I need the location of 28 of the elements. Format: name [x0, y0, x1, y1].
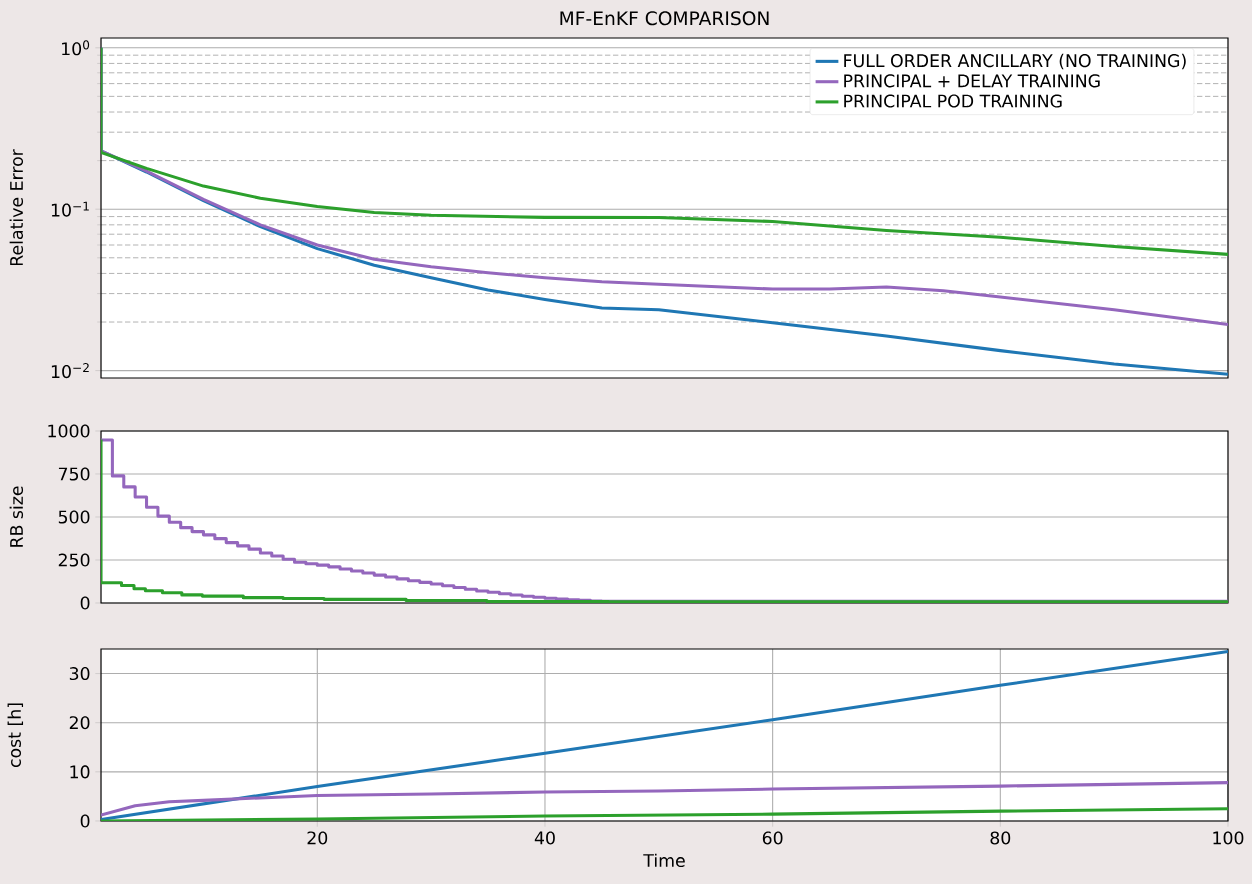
- legend-label: PRINCIPAL + DELAY TRAINING: [844, 74, 1100, 88]
- line-series: [101, 46, 1228, 256]
- y-tick-label: 500: [58, 510, 90, 524]
- y-tick-label: 0: [80, 596, 90, 610]
- y-tick-label: 0: [80, 814, 90, 828]
- line-series: [101, 807, 1228, 821]
- y-axis-title: RB size: [9, 486, 24, 547]
- legend-label: PRINCIPAL POD TRAINING: [844, 94, 1062, 108]
- x-tick-label: 40: [534, 831, 555, 845]
- y-tick-label: 250: [58, 553, 90, 567]
- line-series: [101, 649, 1228, 821]
- y-tick-label: 10$^{0}$: [62, 40, 90, 56]
- chart-title: MF-EnKF COMPARISON: [560, 11, 769, 26]
- legend-label: FULL ORDER ANCILLARY (NO TRAINING): [844, 53, 1186, 70]
- y-tick-label: 30: [69, 667, 90, 681]
- y-tick-label: 1000: [48, 424, 90, 438]
- y-tick-label: 10: [70, 765, 90, 779]
- x-axis-title: Time: [643, 853, 685, 868]
- x-tick-label: 60: [762, 831, 783, 845]
- y-axis-title: cost [h]: [7, 703, 24, 768]
- y-axis-title: Relative Error: [9, 149, 24, 266]
- x-tick-label: 100: [1213, 831, 1244, 845]
- y-tick-label: 10$^{−1}$: [51, 201, 89, 217]
- y-tick-label: 20: [69, 716, 90, 730]
- y-tick-label: 750: [58, 467, 90, 481]
- y-tick-label: 10$^{−2}$: [51, 363, 89, 379]
- x-tick-label: 20: [307, 831, 328, 845]
- x-tick-label: 80: [990, 831, 1011, 845]
